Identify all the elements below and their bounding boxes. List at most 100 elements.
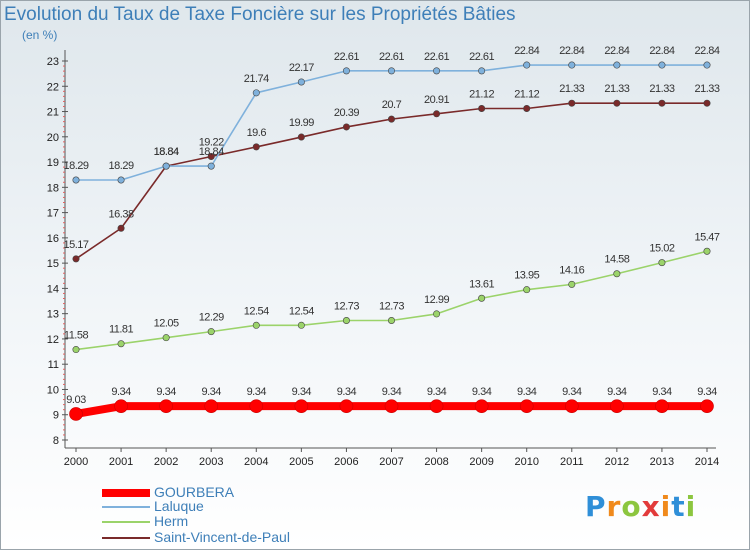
data-point xyxy=(252,321,260,329)
y-tick-label: 13 xyxy=(47,309,59,321)
legend-label: Herm xyxy=(154,513,189,529)
data-point xyxy=(297,133,305,141)
data-label: 21.74 xyxy=(244,73,269,85)
data-label: 22.17 xyxy=(289,62,314,74)
data-point xyxy=(610,399,624,413)
y-tick-label: 14 xyxy=(47,283,59,295)
data-point xyxy=(703,61,711,69)
data-point xyxy=(162,334,170,342)
data-point xyxy=(658,259,666,267)
data-point xyxy=(433,67,441,75)
data-point xyxy=(342,67,350,75)
data-point xyxy=(478,67,486,75)
y-tick-label: 23 xyxy=(47,56,59,68)
legend-swatch xyxy=(102,489,150,497)
logo-letter: o xyxy=(621,490,642,523)
logo-letter: x xyxy=(641,490,661,523)
chart-subtitle: (en %) xyxy=(22,28,58,42)
data-label: 20.39 xyxy=(334,107,359,119)
data-point xyxy=(252,89,260,97)
data-point xyxy=(519,399,534,413)
data-label: 12.54 xyxy=(244,305,269,317)
data-label: 20.7 xyxy=(382,99,402,111)
x-tick-label: 2013 xyxy=(650,456,674,468)
data-point xyxy=(655,399,669,413)
data-point xyxy=(72,346,80,354)
data-point xyxy=(294,399,309,413)
data-label: 12.99 xyxy=(424,294,449,306)
x-tick-label: 2014 xyxy=(695,456,719,468)
data-label: 22.61 xyxy=(469,51,494,63)
legend-swatch xyxy=(102,506,150,508)
data-label: 22.84 xyxy=(649,45,674,57)
x-tick-label: 2006 xyxy=(334,456,358,468)
data-label: 22.84 xyxy=(694,45,719,57)
data-point xyxy=(297,321,305,329)
data-point xyxy=(613,270,621,278)
data-point xyxy=(342,316,350,324)
data-label: 9.34 xyxy=(427,386,447,398)
data-label: 22.84 xyxy=(559,45,584,57)
data-point xyxy=(204,399,219,413)
data-point xyxy=(339,399,354,413)
data-label: 20.91 xyxy=(424,94,449,106)
x-tick-label: 2000 xyxy=(64,456,88,468)
x-tick-label: 2003 xyxy=(199,456,223,468)
data-point xyxy=(162,162,170,170)
legend-label: GOURBERA xyxy=(154,484,235,500)
data-point xyxy=(474,399,489,413)
data-point xyxy=(387,67,395,75)
x-tick-label: 2010 xyxy=(514,456,538,468)
data-label: 12.05 xyxy=(154,318,179,330)
y-tick-label: 22 xyxy=(47,81,59,93)
data-point xyxy=(342,123,350,131)
data-point xyxy=(523,286,531,294)
data-point xyxy=(384,399,399,413)
y-tick-label: 19 xyxy=(47,157,59,169)
data-point xyxy=(117,224,125,232)
x-tick-label: 2011 xyxy=(560,456,584,468)
data-label: 9.34 xyxy=(156,386,176,398)
data-point xyxy=(568,61,576,69)
data-label: 15.02 xyxy=(649,243,674,255)
data-label: 22.61 xyxy=(334,51,359,63)
data-label: 9.34 xyxy=(472,386,492,398)
data-point xyxy=(703,99,711,107)
x-tick-label: 2004 xyxy=(244,456,268,468)
data-label: 12.73 xyxy=(334,300,359,312)
y-tick-label: 15 xyxy=(47,258,59,270)
data-label: 21.33 xyxy=(559,83,584,95)
data-label: 18.29 xyxy=(63,160,88,172)
data-point xyxy=(159,399,173,413)
data-point xyxy=(703,247,711,255)
data-label: 9.34 xyxy=(202,386,222,398)
data-point xyxy=(658,99,666,107)
data-label: 12.54 xyxy=(289,305,314,317)
data-point xyxy=(568,99,576,107)
data-label: 22.84 xyxy=(514,45,539,57)
data-label: 18.84 xyxy=(199,146,224,158)
data-label: 11.81 xyxy=(109,324,134,336)
data-label: 21.12 xyxy=(514,89,539,101)
y-tick-label: 10 xyxy=(47,384,59,396)
data-label: 22.61 xyxy=(424,51,449,63)
data-point xyxy=(387,115,395,123)
data-label: 21.33 xyxy=(694,83,719,95)
data-point xyxy=(700,399,714,413)
y-tick-label: 17 xyxy=(47,208,59,220)
data-labels: 11.58 11.81 12.05 12.29 12.54 12.54 12.73 12.73… xyxy=(63,45,720,406)
data-point xyxy=(613,61,621,69)
x-tick-label: 2001 xyxy=(109,456,133,468)
data-point xyxy=(523,61,531,69)
chart-title: Evolution du Taux de Taxe Foncière sur l… xyxy=(4,4,516,25)
data-label: 13.61 xyxy=(469,278,494,290)
data-point xyxy=(478,105,486,113)
data-label: 9.34 xyxy=(652,386,672,398)
series-line-3 xyxy=(75,102,707,260)
x-tick-label: 2002 xyxy=(154,456,178,468)
data-label: 15.47 xyxy=(694,231,719,243)
data-label: 15.17 xyxy=(63,239,88,251)
axes: 8 9 10 11 12 13 14 15 16 17 18 19 20 21 22 23 2000 2001 20… xyxy=(47,50,719,468)
